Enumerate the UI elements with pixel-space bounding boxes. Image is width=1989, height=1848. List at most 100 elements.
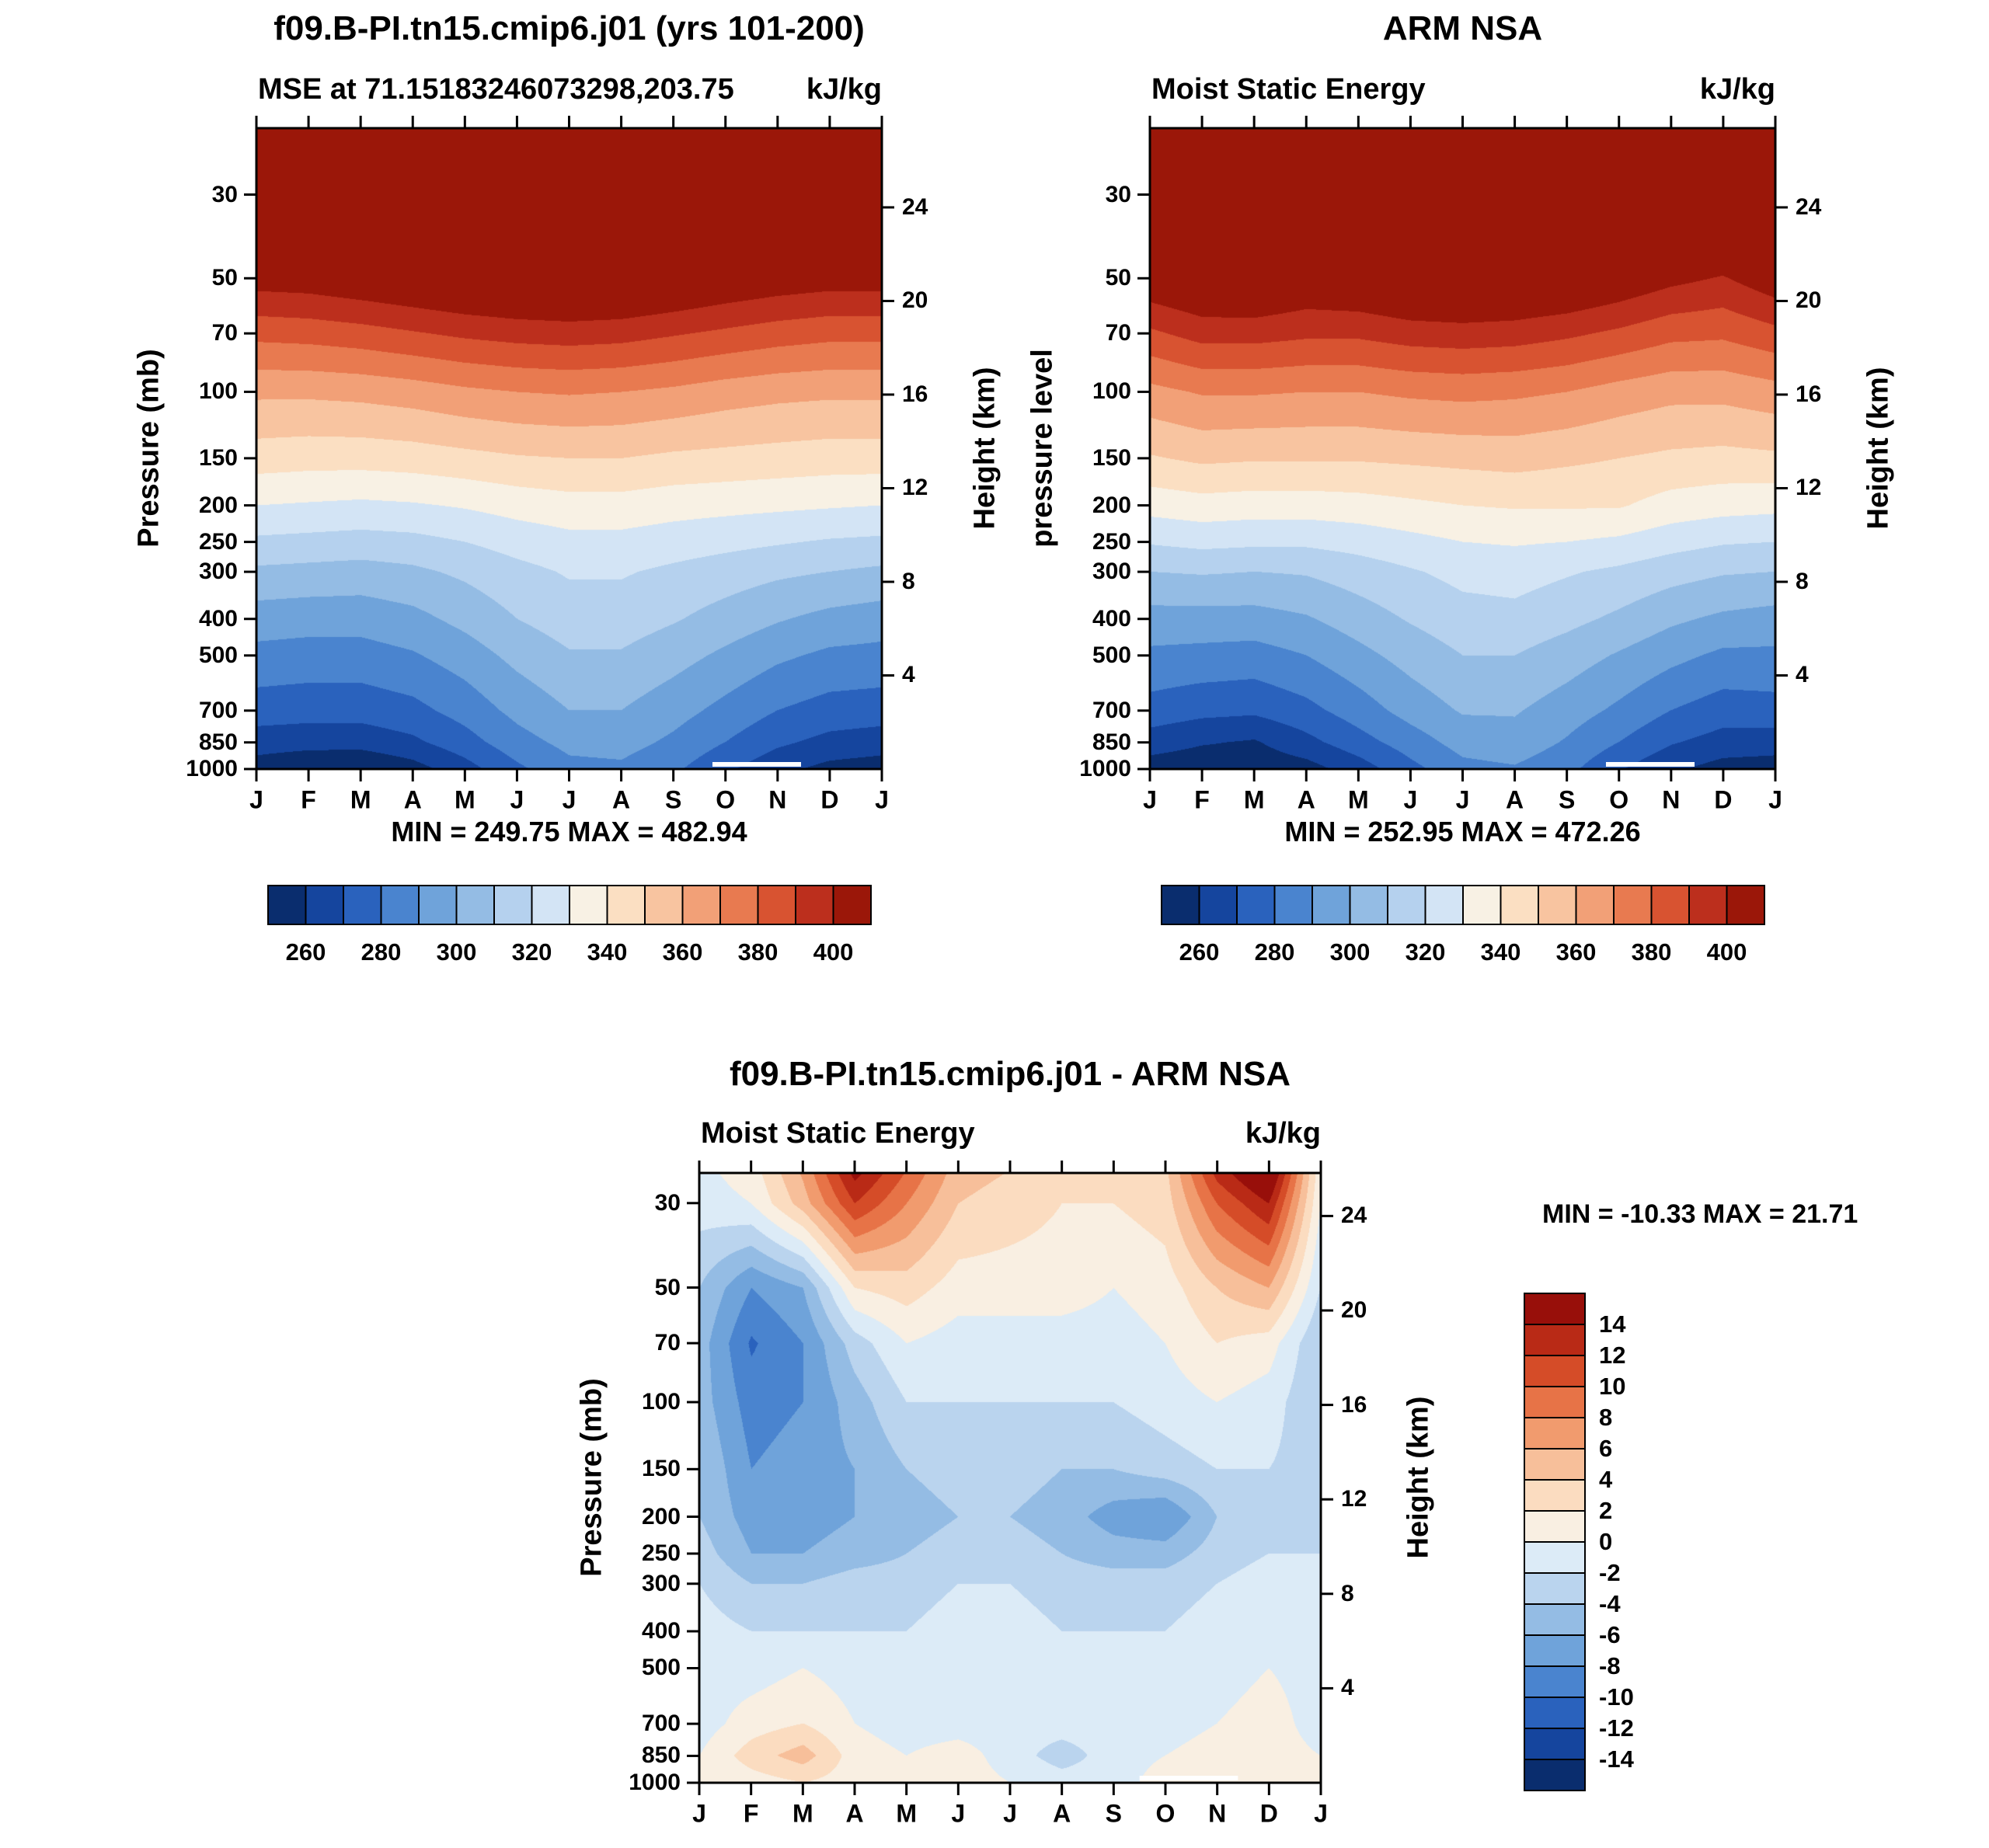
colorbar-tick-label: 300 bbox=[436, 938, 477, 966]
pressure-tick-label: 200 bbox=[1092, 492, 1131, 518]
model-height-axis-title: Height (km) bbox=[968, 367, 1001, 530]
colorbar-tick-label: 12 bbox=[1599, 1342, 1626, 1369]
colorbar-tick-label: 260 bbox=[285, 938, 326, 966]
colorbar-tick-label: 4 bbox=[1599, 1466, 1613, 1493]
colorbar-tick-label: 320 bbox=[511, 938, 552, 966]
pressure-tick-label: 700 bbox=[1092, 697, 1131, 723]
month-label: M bbox=[896, 1799, 917, 1828]
pressure-tick-label: 850 bbox=[641, 1742, 681, 1769]
month-label: J bbox=[692, 1799, 706, 1828]
model-minmax-text: MIN = 249.75 MAX = 482.94 bbox=[391, 816, 747, 847]
month-label: A bbox=[612, 785, 631, 814]
colorbar-tick-label: -4 bbox=[1599, 1590, 1621, 1617]
colorbar-tick-label: 8 bbox=[1599, 1404, 1613, 1431]
height-tick-label: 20 bbox=[902, 287, 928, 314]
colorbar-tick-label: -8 bbox=[1599, 1652, 1621, 1679]
month-label: D bbox=[1259, 1799, 1278, 1828]
pressure-tick-label: 850 bbox=[198, 729, 238, 755]
month-label: J bbox=[951, 1799, 966, 1828]
month-label: J bbox=[562, 785, 576, 814]
month-label: O bbox=[1609, 785, 1629, 814]
height-tick-label: 12 bbox=[1796, 475, 1822, 501]
height-tick-label: 12 bbox=[1341, 1486, 1367, 1512]
colorbar-tick-label: 400 bbox=[1706, 938, 1747, 966]
pressure-tick-label: 200 bbox=[641, 1503, 681, 1530]
pressure-tick-label: 250 bbox=[641, 1540, 681, 1566]
pressure-tick-label: 100 bbox=[1092, 378, 1131, 405]
pressure-tick-label: 700 bbox=[198, 697, 238, 723]
pressure-tick-label: 50 bbox=[654, 1274, 681, 1300]
colorbar-tick-label: 280 bbox=[361, 938, 402, 966]
month-label: A bbox=[403, 785, 422, 814]
colorbar-tick-label: 260 bbox=[1179, 938, 1220, 966]
pressure-tick-label: 150 bbox=[1092, 444, 1131, 471]
month-label: J bbox=[1003, 1799, 1017, 1828]
month-label: M bbox=[455, 785, 475, 814]
month-label: D bbox=[1714, 785, 1733, 814]
pressure-tick-label: 70 bbox=[211, 320, 238, 346]
pressure-tick-label: 200 bbox=[198, 492, 238, 518]
diff-panel-subtitle: Moist Static Energy bbox=[701, 1117, 975, 1150]
model-panel-units: kJ/kg bbox=[806, 73, 882, 106]
model-panel-subtitle: MSE at 71.15183246073298,203.75 bbox=[258, 73, 734, 106]
pressure-tick-label: 50 bbox=[211, 265, 238, 291]
month-label: M bbox=[350, 785, 371, 814]
month-label: S bbox=[1558, 785, 1576, 814]
pressure-tick-label: 300 bbox=[1092, 559, 1131, 585]
height-tick-label: 8 bbox=[1796, 568, 1809, 594]
height-tick-label: 20 bbox=[1796, 287, 1822, 314]
colorbar-tick-label: 380 bbox=[1631, 938, 1672, 966]
colorbar-tick-label: -6 bbox=[1599, 1621, 1621, 1648]
month-label: J bbox=[875, 785, 889, 814]
month-label: A bbox=[1506, 785, 1524, 814]
month-label: J bbox=[249, 785, 263, 814]
colorbar-tick-label: 340 bbox=[1480, 938, 1521, 966]
obs-panel-subtitle: Moist Static Energy bbox=[1151, 73, 1426, 106]
pressure-tick-label: 300 bbox=[641, 1570, 681, 1596]
month-label: M bbox=[1348, 785, 1369, 814]
month-label: J bbox=[510, 785, 524, 814]
pressure-tick-label: 150 bbox=[641, 1456, 681, 1482]
colorbar-tick-label: 320 bbox=[1405, 938, 1446, 966]
pressure-tick-label: 30 bbox=[1105, 181, 1131, 207]
pressure-tick-label: 500 bbox=[198, 642, 238, 668]
month-label: A bbox=[1297, 785, 1315, 814]
pressure-tick-label: 70 bbox=[1105, 320, 1131, 346]
pressure-tick-label: 50 bbox=[1105, 265, 1131, 291]
pressure-tick-label: 100 bbox=[641, 1389, 681, 1415]
pressure-tick-label: 400 bbox=[641, 1618, 681, 1644]
month-label: J bbox=[1768, 785, 1782, 814]
contour-plot-obs bbox=[1150, 128, 1775, 769]
pressure-tick-label: 400 bbox=[1092, 605, 1131, 632]
month-label: J bbox=[1143, 785, 1157, 814]
height-tick-label: 24 bbox=[1796, 193, 1822, 220]
month-label: J bbox=[1314, 1799, 1328, 1828]
colorbar-tick-label: 340 bbox=[587, 938, 628, 966]
diff-pressure-axis-title: Pressure (mb) bbox=[575, 1378, 608, 1577]
colorbar-tick-label: 280 bbox=[1254, 938, 1295, 966]
obs-height-axis-title: Height (km) bbox=[1862, 367, 1895, 530]
month-label: M bbox=[792, 1799, 813, 1828]
colorbar-tick-label: -14 bbox=[1599, 1745, 1634, 1773]
colorbar-tick-label: 360 bbox=[662, 938, 703, 966]
height-tick-label: 12 bbox=[902, 475, 928, 501]
contour-plot-diff bbox=[699, 1173, 1321, 1783]
diff-panel-title: f09.B-PI.tn15.cmip6.j01 - ARM NSA bbox=[729, 1055, 1291, 1093]
obs-pressure-axis-title: pressure level bbox=[1026, 349, 1059, 548]
pressure-tick-label: 30 bbox=[654, 1189, 681, 1216]
month-label: J bbox=[1455, 785, 1470, 814]
height-tick-label: 8 bbox=[1341, 1580, 1354, 1606]
pressure-tick-label: 250 bbox=[198, 528, 238, 555]
month-label: F bbox=[301, 785, 316, 814]
height-tick-label: 4 bbox=[1341, 1675, 1354, 1701]
month-label: O bbox=[716, 785, 736, 814]
pressure-tick-label: 150 bbox=[198, 444, 238, 471]
colorbar-tick-label: 14 bbox=[1599, 1310, 1626, 1338]
colorbar-tick-label: 2 bbox=[1599, 1497, 1613, 1524]
contour-plot-model bbox=[256, 128, 882, 769]
colorbar-tick-label: 300 bbox=[1329, 938, 1371, 966]
height-tick-label: 8 bbox=[902, 568, 915, 594]
pressure-tick-label: 30 bbox=[211, 181, 238, 207]
height-tick-label: 16 bbox=[1796, 381, 1822, 407]
